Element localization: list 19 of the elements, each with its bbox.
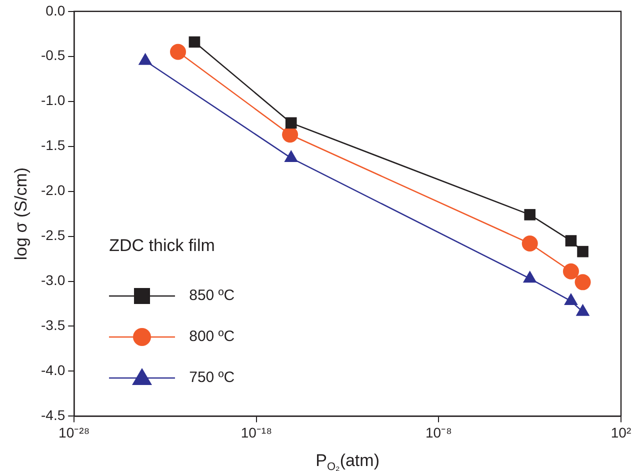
y-tick-label: -3.0 <box>41 272 66 288</box>
x-tick-label: 10⁻⁸ <box>425 424 452 440</box>
y-tick-label: -4.0 <box>41 362 66 378</box>
y-axis-title: log σ (S/cm) <box>12 167 31 260</box>
legend-title: ZDC thick film <box>109 235 216 258</box>
legend-label: 800 ºC <box>189 328 235 346</box>
y-tick-label: -1.5 <box>41 137 66 154</box>
x-tick-label: 10² <box>610 424 632 440</box>
y-tick-label: -4.5 <box>41 407 66 424</box>
legend-label: 750 ºC <box>189 369 235 386</box>
x-tick-label: 10⁻¹⁸ <box>240 424 272 440</box>
y-tick-label: 0.0 <box>46 2 66 18</box>
y-tick-label: -1.0 <box>41 92 66 108</box>
legend-label: 850 ºC <box>189 287 235 304</box>
y-tick-label: -2.0 <box>41 182 66 198</box>
y-tick-label: -2.5 <box>41 227 66 244</box>
x-tick-label: 10⁻²⁸ <box>58 424 90 440</box>
y-tick-label: -0.5 <box>41 47 66 64</box>
y-tick-label: -3.5 <box>41 317 66 334</box>
